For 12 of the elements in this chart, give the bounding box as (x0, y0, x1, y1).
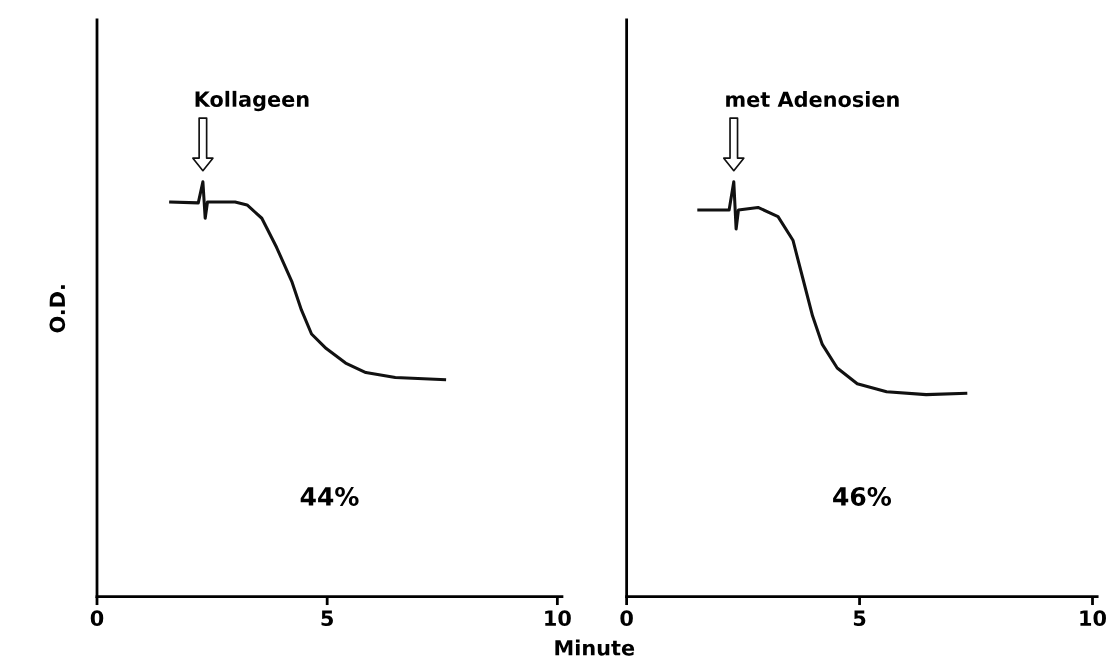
text: Kollageen (195, 90, 309, 112)
x-tick-label: 5 (321, 610, 333, 627)
x-tick-label: 10 (545, 610, 571, 627)
annotation: 46% (833, 486, 892, 506)
y-axis-title: O.D. (49, 285, 66, 333)
annotation: 44% (300, 486, 359, 506)
x-tick-label: 0 (620, 610, 633, 627)
x-tick-label: 5 (853, 610, 866, 627)
x-axis-title: Minute (555, 639, 635, 656)
x-tick-label: 10 (1080, 610, 1106, 627)
x-tick-label: 0 (90, 610, 104, 627)
text: met Adenosien (726, 91, 899, 108)
